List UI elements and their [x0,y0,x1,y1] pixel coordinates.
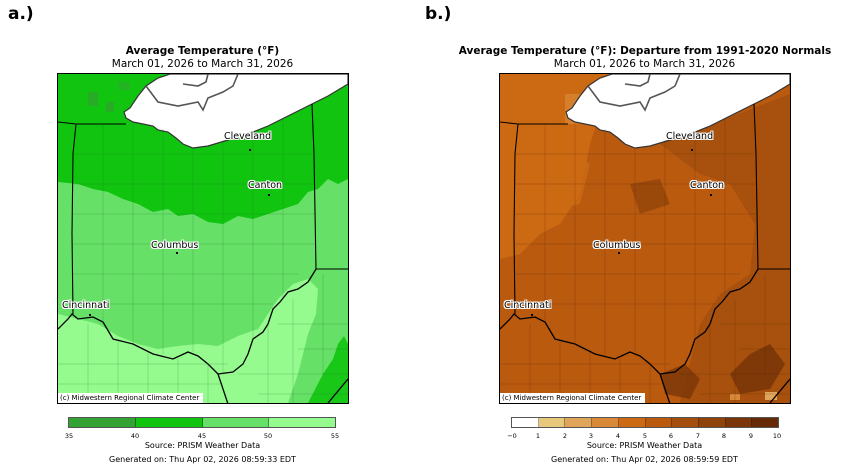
panel-a-title: Average Temperature (°F) [125,45,280,57]
panel-a-generated: Generated on: Thu Apr 02, 2026 08:59:33 … [109,455,296,464]
legend-bin-2-3 [565,418,593,427]
legend-bin-40-45 [135,418,203,427]
legend-tick: 4 [615,432,621,440]
legend-tick: 3 [588,432,594,440]
city-label-canton: Canton [248,180,283,191]
legend-tick: 9 [748,432,754,440]
legend-tick: 35 [64,432,74,440]
cleveland-marker [691,149,693,151]
city-label-cincinnati: Cincinnati [504,300,552,311]
panel-a-source: Source: PRISM Weather Data [144,441,261,450]
legend-bin-4-5 [618,418,646,427]
city-label-cleveland: Cleveland [666,131,714,142]
legend-tick: 7 [695,432,701,440]
legend-tick: 55 [330,432,340,440]
cincinnati-marker [89,314,91,316]
panel-b-label: b.) [425,4,452,24]
panel-b-source: Source: PRISM Weather Data [586,441,703,450]
legend-bin-5-6 [645,418,673,427]
legend-tick: 10 [772,432,782,440]
temperature-map-a [58,74,348,403]
city-label-columbus: Columbus [151,240,199,251]
legend-bin-45-50 [202,418,270,427]
legend-tick: 5 [642,432,648,440]
legend-tick: 6 [668,432,674,440]
panel-a-subtitle: March 01, 2026 to March 31, 2026 [111,58,294,70]
legend-bin-9-10 [752,418,779,427]
legend-tick: 50 [263,432,273,440]
panel-b-subtitle: March 01, 2026 to March 31, 2026 [553,58,736,70]
legend-tick: 1 [535,432,541,440]
panel-b-generated: Generated on: Thu Apr 02, 2026 08:59:59 … [551,455,738,464]
panel-b-title: Average Temperature (°F): Departure from… [458,45,832,57]
legend-bin-8-9 [725,418,753,427]
canton-marker [710,194,712,196]
city-label-cincinnati: Cincinnati [62,300,110,311]
legend-tick: 40 [130,432,140,440]
legend-bin-50-55 [269,418,335,427]
city-label-canton: Canton [690,180,725,191]
panel-b-map: Cleveland Canton Columbus Cincinnati (c)… [499,73,791,404]
map-credit: (c) Midwestern Regional Climate Center [500,393,646,403]
canton-marker [268,194,270,196]
city-label-columbus: Columbus [593,240,641,251]
panel-a-legend [68,417,336,428]
legend-bin-1-2 [538,418,566,427]
legend-bin-3-4 [592,418,619,427]
legend-tick: 8 [721,432,727,440]
legend-bin-0-1 [512,418,539,427]
legend-tick: −0 [507,432,517,440]
cleveland-marker [249,149,251,151]
city-label-cleveland: Cleveland [224,131,272,142]
columbus-marker [618,252,620,254]
cincinnati-marker [531,314,533,316]
panel-a-map: Cleveland Canton Columbus Cincinnati (c)… [57,73,349,404]
panel-b-legend [511,417,779,428]
legend-tick: 45 [197,432,207,440]
columbus-marker [176,252,178,254]
departure-map-b [500,74,790,403]
legend-bin-6-7 [672,418,699,427]
legend-bin-7-8 [698,418,726,427]
legend-tick: 2 [562,432,568,440]
legend-bin-35-40 [69,418,136,427]
map-credit: (c) Midwestern Regional Climate Center [58,393,204,403]
panel-a-label: a.) [8,4,34,24]
